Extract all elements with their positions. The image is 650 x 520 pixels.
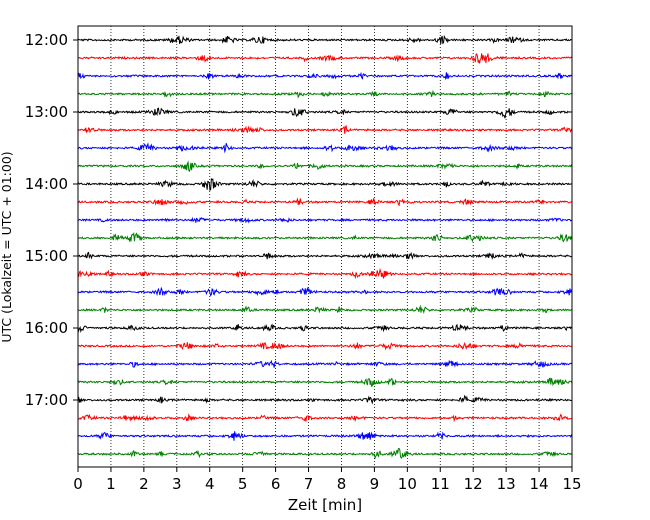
x-axis-label: Zeit [min] bbox=[288, 496, 362, 514]
x-tick-label-0: 0 bbox=[73, 475, 83, 493]
trace-1730 bbox=[77, 431, 573, 441]
trace-1645 bbox=[77, 377, 573, 388]
x-tick-label-10: 10 bbox=[398, 475, 417, 493]
trace-1430 bbox=[77, 216, 573, 224]
x-tick-label-11: 11 bbox=[431, 475, 450, 493]
y-axis-ticks: 12:00 13:00 14:00 15:00 16:00 17:00 bbox=[25, 31, 78, 409]
y-tick-label-13:00: 13:00 bbox=[25, 103, 68, 121]
y-axis-label: UTC (Lokalzeit = UTC + 01:00) bbox=[0, 151, 14, 342]
trace-1545 bbox=[77, 304, 573, 315]
trace-1500 bbox=[77, 251, 573, 260]
trace-1530 bbox=[77, 286, 573, 297]
trace-1300 bbox=[77, 107, 573, 119]
trace-1200 bbox=[77, 34, 573, 45]
trace-1345 bbox=[77, 160, 573, 173]
seismic-traces bbox=[77, 34, 573, 460]
y-tick-label-17:00: 17:00 bbox=[25, 391, 68, 409]
y-tick-label-14:00: 14:00 bbox=[25, 175, 68, 193]
trace-1715 bbox=[77, 413, 573, 423]
trace-1315 bbox=[77, 124, 573, 134]
x-tick-label-8: 8 bbox=[337, 475, 347, 493]
x-tick-label-1: 1 bbox=[106, 475, 116, 493]
x-tick-label-14: 14 bbox=[530, 475, 549, 493]
trace-1400 bbox=[77, 177, 573, 192]
trace-1330 bbox=[77, 142, 573, 154]
x-tick-label-6: 6 bbox=[271, 475, 281, 493]
trace-1230 bbox=[77, 71, 573, 81]
trace-1415 bbox=[77, 197, 573, 207]
trace-1515 bbox=[77, 268, 573, 280]
x-tick-label-2: 2 bbox=[139, 475, 149, 493]
x-tick-label-9: 9 bbox=[370, 475, 380, 493]
trace-1600 bbox=[77, 323, 573, 334]
trace-1615 bbox=[77, 341, 573, 351]
trace-1245 bbox=[77, 89, 573, 99]
trace-1215 bbox=[77, 52, 573, 64]
y-tick-label-16:00: 16:00 bbox=[25, 319, 68, 337]
x-tick-label-13: 13 bbox=[497, 475, 516, 493]
x-tick-label-3: 3 bbox=[172, 475, 182, 493]
y-tick-label-15:00: 15:00 bbox=[25, 247, 68, 265]
trace-1700 bbox=[77, 394, 573, 405]
x-tick-label-12: 12 bbox=[464, 475, 483, 493]
trace-1630 bbox=[77, 359, 573, 368]
x-tick-label-5: 5 bbox=[238, 475, 248, 493]
x-tick-label-7: 7 bbox=[304, 475, 314, 493]
y-tick-label-12:00: 12:00 bbox=[25, 31, 68, 49]
x-tick-label-15: 15 bbox=[562, 475, 581, 493]
trace-1745 bbox=[77, 447, 573, 460]
x-axis-ticks: 0 1 2 3 4 5 6 7 8 9 10 11 12 13 14 15 bbox=[73, 467, 582, 493]
x-tick-label-4: 4 bbox=[205, 475, 215, 493]
plot-frame bbox=[77, 25, 573, 468]
trace-1445 bbox=[77, 231, 573, 243]
